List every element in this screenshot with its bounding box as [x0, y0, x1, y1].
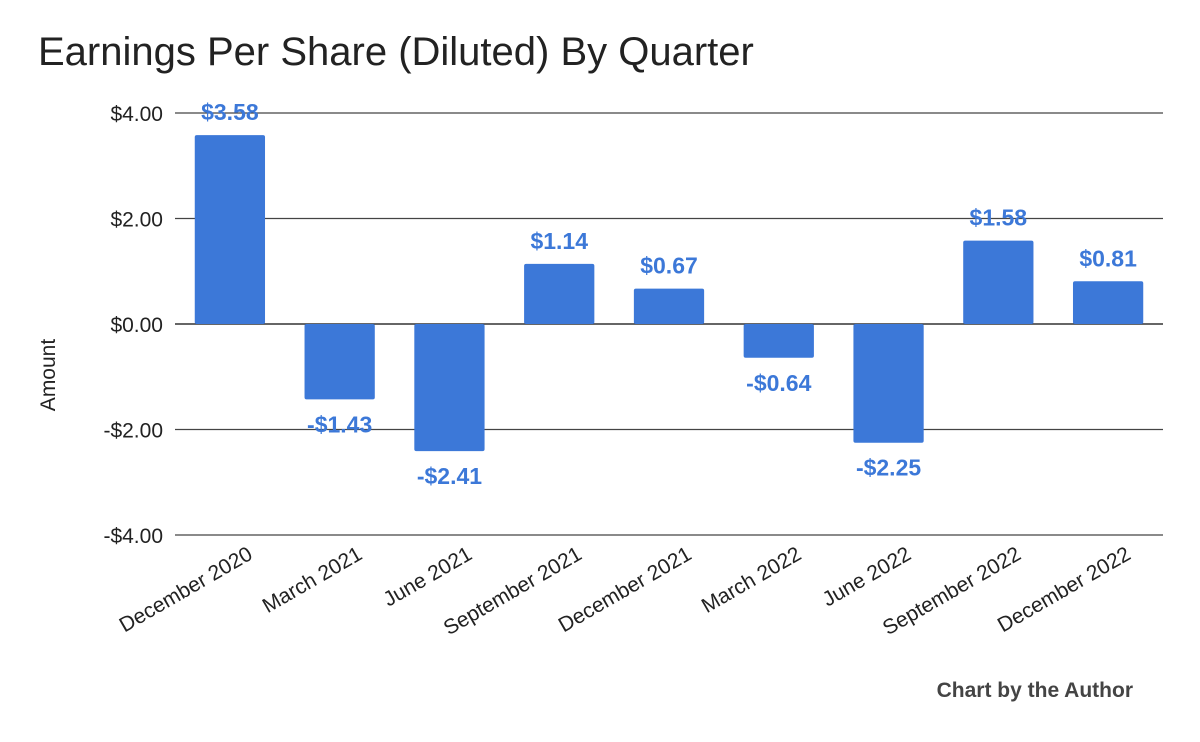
y-tick-label: $4.00 — [110, 103, 163, 126]
x-tick-label: December 2020 — [115, 542, 256, 637]
data-label: -$0.64 — [746, 370, 811, 396]
bar — [633, 288, 705, 324]
bars — [194, 135, 1144, 452]
x-axis-ticks: December 2020 March 2021 June 2021Septembe… — [115, 542, 1134, 640]
y-tick-label: $0.00 — [110, 314, 163, 337]
y-tick-label: -$4.00 — [103, 525, 163, 548]
x-tick-label: June 2022 — [819, 542, 915, 611]
data-label: $1.14 — [530, 228, 588, 254]
data-label: $0.67 — [640, 253, 698, 279]
x-tick-label: June 2021 — [379, 542, 475, 611]
bar — [304, 324, 375, 400]
bar — [194, 135, 266, 324]
data-labels: $3.58 -$1.43 -$2.41 $1.14 $0.67 -$0.64 -$2.25 $… — [201, 99, 1137, 489]
x-tick-label: March 2022 — [698, 542, 806, 617]
y-tick-label: -$2.00 — [103, 420, 163, 443]
data-label: $3.58 — [201, 99, 259, 125]
data-label: -$1.43 — [307, 411, 372, 437]
bar — [963, 240, 1034, 324]
y-axis-label: Amount — [37, 339, 60, 412]
bar — [414, 324, 485, 452]
x-tick-label: March 2021 — [259, 542, 367, 617]
bar — [853, 324, 924, 443]
bar — [743, 324, 814, 358]
data-label: -$2.41 — [417, 463, 482, 489]
chart-title: Earnings Per Share (Diluted) By Quarter — [38, 30, 754, 74]
bar — [1072, 281, 1144, 324]
chart-credit: Chart by the Author — [936, 679, 1133, 702]
data-label: -$2.25 — [856, 455, 921, 481]
y-tick-label: $2.00 — [110, 209, 163, 232]
bar — [524, 263, 595, 324]
data-label: $0.81 — [1079, 245, 1137, 271]
data-label: $1.58 — [970, 205, 1028, 231]
y-axis-ticks: $4.00 $2.00 $0.00 -$2.00 -$4.00 — [103, 103, 163, 548]
